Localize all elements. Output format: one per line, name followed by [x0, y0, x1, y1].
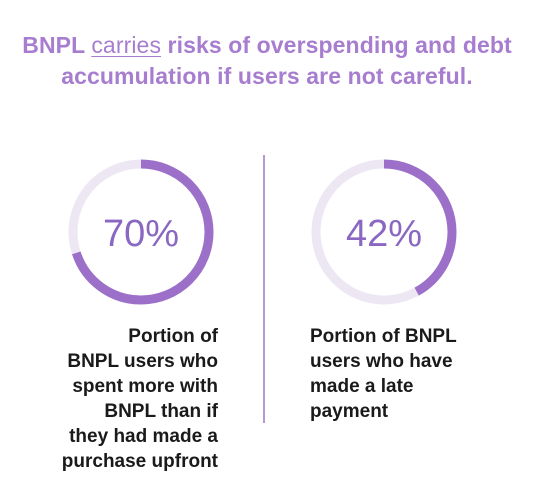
- caption-right: Portion of BNPL users who have made a la…: [310, 324, 510, 424]
- center-divider: [263, 155, 265, 423]
- headline-link-word[interactable]: carries: [91, 32, 162, 58]
- headline-part-1: BNPL: [22, 32, 92, 58]
- caption-line: BNPL than if: [104, 401, 218, 422]
- caption-line: BNPL users who: [67, 351, 218, 372]
- donut-chart-right: 42%: [311, 159, 457, 305]
- donut-value-label: 42%: [346, 213, 422, 255]
- caption-line: Portion of BNPL: [310, 326, 457, 347]
- caption-line: Portion of: [128, 326, 218, 347]
- caption-line: purchase upfront: [61, 451, 218, 472]
- headline-part-2: risks of overspending and debt accumulat…: [61, 32, 512, 89]
- donut-arc: [311, 159, 457, 305]
- caption-line: made a late: [310, 376, 414, 397]
- headline: BNPL carries risks of overspending and d…: [20, 30, 514, 92]
- donut-value-label: 70%: [103, 213, 179, 255]
- donut-chart-left: 70%: [68, 159, 214, 305]
- caption-left: Portion of BNPL users who spent more wit…: [28, 324, 218, 474]
- caption-line: payment: [310, 401, 389, 422]
- caption-line: they had made a: [69, 426, 218, 447]
- donut-arc: [68, 159, 214, 305]
- caption-line: users who have: [310, 351, 453, 372]
- caption-line: spent more with: [72, 376, 218, 397]
